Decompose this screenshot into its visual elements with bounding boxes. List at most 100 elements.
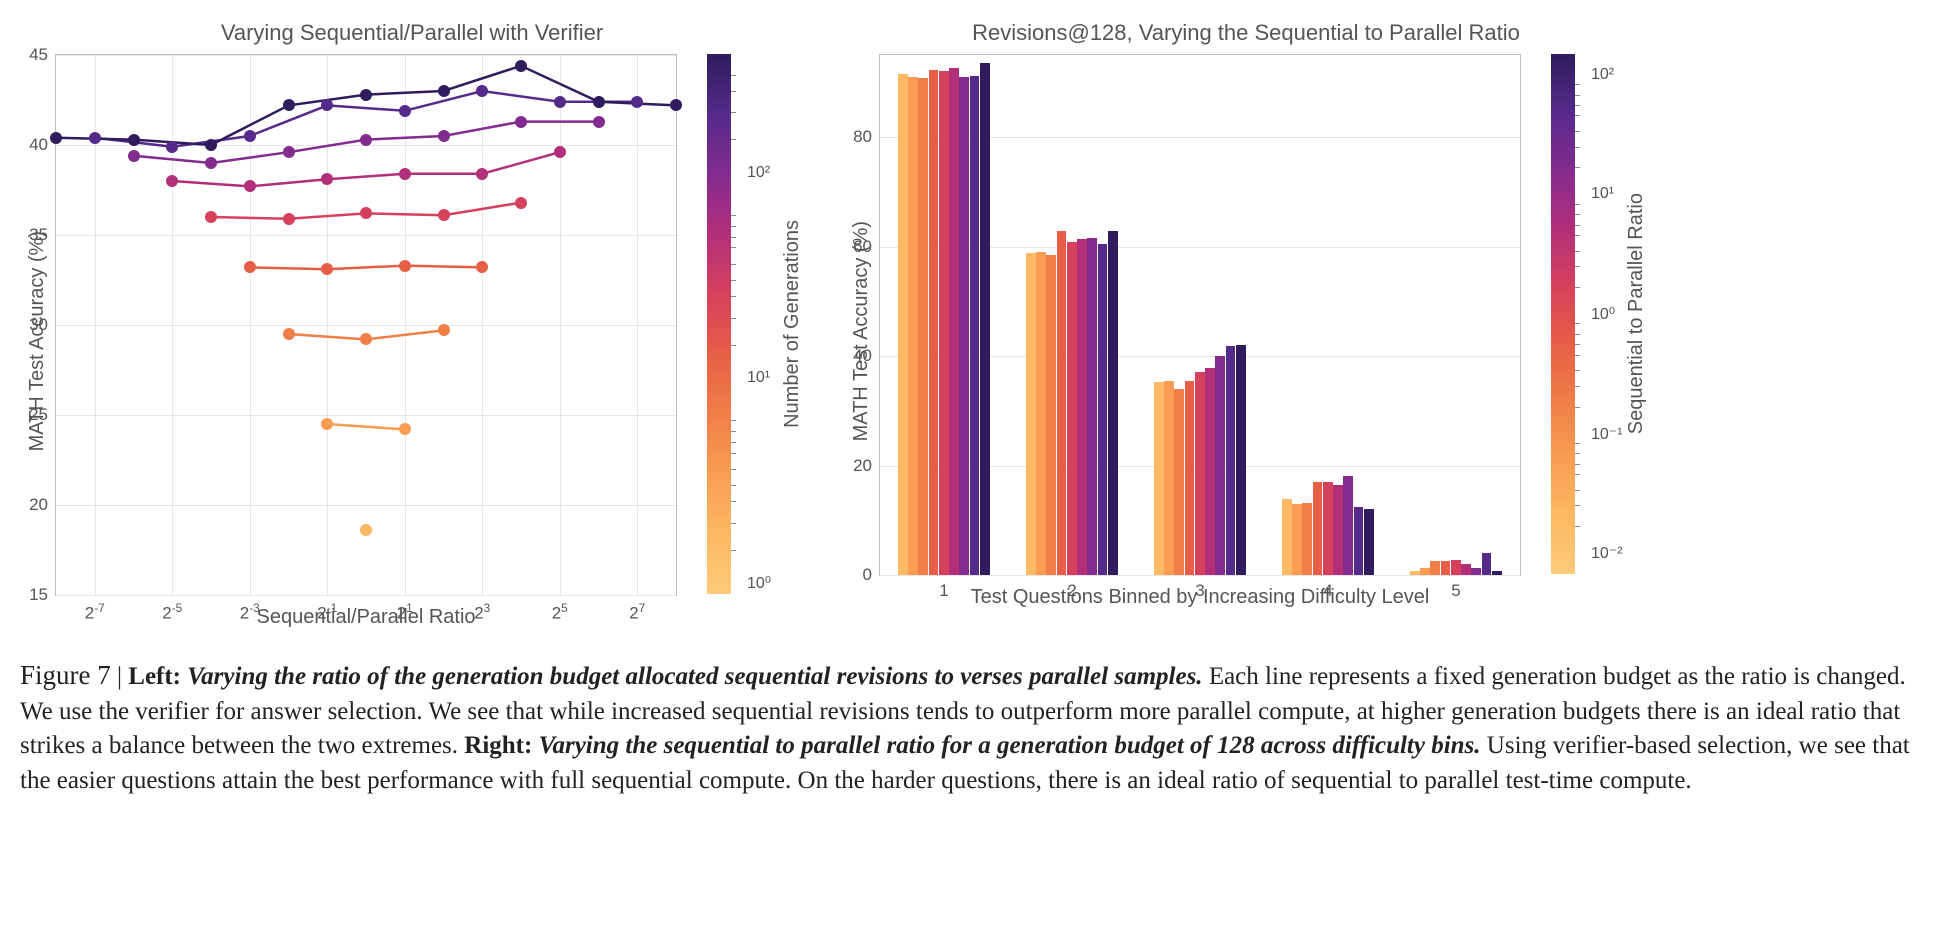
bar xyxy=(1430,561,1440,575)
bar xyxy=(1354,507,1364,575)
bar xyxy=(1323,482,1333,575)
colorbar-minor-tick xyxy=(731,420,736,421)
data-point xyxy=(128,150,140,162)
data-point xyxy=(283,213,295,225)
colorbar-minor-tick xyxy=(731,453,736,454)
caption-sep: | xyxy=(117,663,128,690)
data-point xyxy=(205,211,217,223)
x-tick-label: 4 xyxy=(1323,575,1332,601)
data-point xyxy=(321,99,333,111)
bar xyxy=(1451,560,1461,575)
left-panel: Varying Sequential/Parallel with Verifie… xyxy=(20,20,804,629)
colorbar-minor-tick xyxy=(731,345,736,346)
colorbar-minor-tick xyxy=(1575,505,1580,506)
bar xyxy=(1343,476,1353,575)
colorbar-minor-tick xyxy=(731,318,736,319)
colorbar-minor-tick xyxy=(1575,147,1580,148)
data-point xyxy=(283,146,295,158)
y-tick-label: 60 xyxy=(853,237,880,257)
bar xyxy=(1364,509,1374,575)
colorbar-minor-tick xyxy=(1575,453,1580,454)
colorbar-tick: 10⁰ xyxy=(1575,304,1615,324)
colorbar-minor-tick xyxy=(1575,204,1580,205)
colorbar-tick: 10¹ xyxy=(1575,185,1614,203)
colorbar-minor-tick xyxy=(1575,235,1580,236)
figure-label: Figure 7 xyxy=(20,660,111,690)
data-point xyxy=(360,134,372,146)
colorbar-minor-tick xyxy=(731,91,736,92)
data-point xyxy=(283,99,295,111)
y-tick-label: 20 xyxy=(29,495,56,515)
colorbar-minor-tick xyxy=(1575,386,1580,387)
colorbar-minor-tick xyxy=(731,501,736,502)
data-point xyxy=(399,423,411,435)
x-tick-label: 27 xyxy=(629,595,645,624)
bar xyxy=(1441,561,1451,575)
colorbar-minor-tick xyxy=(731,431,736,432)
y-tick-label: 15 xyxy=(29,585,56,605)
colorbar-minor-tick xyxy=(731,112,736,113)
colorbar-minor-tick xyxy=(731,280,736,281)
bar xyxy=(1482,553,1492,575)
colorbar-minor-tick xyxy=(731,75,736,76)
bar xyxy=(929,70,939,575)
bar xyxy=(1046,255,1056,575)
data-point xyxy=(321,173,333,185)
colorbar-minor-tick xyxy=(1575,287,1580,288)
colorbar-minor-tick xyxy=(731,264,736,265)
data-point xyxy=(360,207,372,219)
bar xyxy=(1195,372,1205,575)
right-colorbar-wrap: 10⁻²10⁻¹10⁰10¹10² Sequential to Parallel… xyxy=(1551,54,1648,574)
data-point xyxy=(205,139,217,151)
right-panel: Revisions@128, Varying the Sequential to… xyxy=(844,20,1648,609)
data-point xyxy=(476,85,488,97)
left-plot: 152025303540452-72-52-32-121232527 xyxy=(55,54,677,596)
caption-right-bold: Right: xyxy=(464,732,532,759)
bar xyxy=(1185,381,1195,575)
bar xyxy=(1098,244,1108,575)
colorbar-minor-tick xyxy=(731,139,736,140)
data-point xyxy=(399,168,411,180)
bar xyxy=(939,71,949,575)
x-tick-label: 1 xyxy=(939,575,948,601)
colorbar-minor-tick xyxy=(1575,167,1580,168)
colorbar-minor-tick xyxy=(1575,251,1580,252)
colorbar-minor-tick xyxy=(1575,474,1580,475)
data-point xyxy=(515,116,527,128)
colorbar-minor-tick xyxy=(1575,266,1580,267)
bar xyxy=(970,76,980,575)
y-tick-label: 0 xyxy=(863,565,880,585)
colorbar-tick: 10² xyxy=(1575,66,1614,84)
bar xyxy=(980,63,990,575)
colorbar-minor-tick xyxy=(1575,370,1580,371)
data-point xyxy=(515,197,527,209)
x-tick-label: 2-1 xyxy=(317,595,337,624)
right-colorbar: 10⁻²10⁻¹10⁰10¹10² xyxy=(1551,54,1575,574)
bar xyxy=(1154,382,1164,575)
colorbar-minor-tick xyxy=(1575,225,1580,226)
bar xyxy=(949,68,959,575)
colorbar-tick: 10¹ xyxy=(731,369,770,387)
data-point xyxy=(360,524,372,536)
y-tick-label: 40 xyxy=(853,346,880,366)
data-point xyxy=(360,89,372,101)
data-point xyxy=(476,261,488,273)
bar xyxy=(898,74,908,575)
data-point xyxy=(244,130,256,142)
series-line xyxy=(172,152,560,186)
right-colorbar-label: Sequential to Parallel Ratio xyxy=(1625,193,1648,434)
left-title: Varying Sequential/Parallel with Verifie… xyxy=(20,20,804,46)
colorbar-minor-tick xyxy=(1575,464,1580,465)
data-point xyxy=(554,146,566,158)
colorbar-tick: 10⁰ xyxy=(731,573,771,593)
colorbar-minor-tick xyxy=(731,550,736,551)
bar xyxy=(959,77,969,575)
bar xyxy=(1057,231,1067,575)
bar xyxy=(1420,568,1430,575)
x-tick-label: 2-3 xyxy=(240,595,260,624)
bar xyxy=(1215,356,1225,575)
bar xyxy=(1313,482,1323,575)
colorbar-minor-tick xyxy=(1575,355,1580,356)
left-colorbar: 10⁰10¹10² xyxy=(707,54,731,594)
bar xyxy=(1410,571,1420,575)
